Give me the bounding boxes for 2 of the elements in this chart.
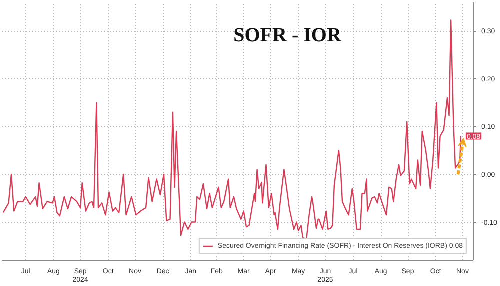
- text: SOFR - IOR: [234, 24, 342, 46]
- line-series: [2, 20, 462, 240]
